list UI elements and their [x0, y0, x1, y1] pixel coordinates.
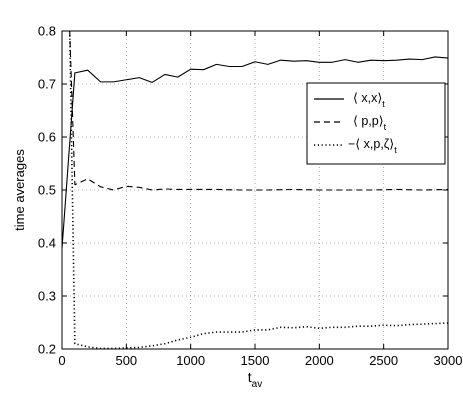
x-tick-label: 500 [115, 353, 137, 368]
x-axis-label: tav [248, 369, 262, 390]
x-tick-label: 3000 [434, 353, 463, 368]
series-line-0 [61, 56, 449, 249]
x-tick-label: 2500 [369, 353, 398, 368]
y-tick-label: 0.5 [38, 183, 56, 198]
legend-entry-pp: ⟨ p,p⟩t [314, 114, 387, 132]
x-tick-label: 1500 [241, 353, 270, 368]
y-tick-label: 0.6 [38, 130, 56, 145]
y-tick-label: 0.4 [38, 236, 56, 251]
legend-label-pp: ⟨ p,p⟩t [353, 114, 387, 132]
legend-box [306, 82, 446, 165]
x-tick-label: 2000 [305, 353, 334, 368]
legend-entry-xx: ⟨ x,x⟩t [314, 91, 385, 109]
legend-entry-xpz: −⟨ x,p,ζ⟩t [314, 137, 397, 155]
y-tick-label: 0.8 [38, 24, 56, 39]
legend-label-xx: ⟨ x,x⟩t [353, 91, 385, 109]
y-tick-label: 0.7 [38, 77, 56, 92]
legend: ⟨ x,x⟩t ⟨ p,p⟩t −⟨ x,p,ζ⟩t [306, 82, 446, 165]
legend-label-xpz: −⟨ x,p,ζ⟩t [348, 137, 397, 155]
series-line-1 [69, 30, 449, 191]
axis-ticks: 0 500 1000 1500 2000 2500 3000 0.2 0.3 0.4 0.5 0.6 0… [38, 24, 463, 369]
x-tick-label: 1000 [176, 353, 205, 368]
y-axis-label: time averages [12, 149, 27, 231]
y-tick-label: 0.2 [38, 342, 56, 357]
series-lines [61, 30, 449, 350]
y-tick-label: 0.3 [38, 289, 56, 304]
x-tick-label: 0 [58, 353, 65, 368]
